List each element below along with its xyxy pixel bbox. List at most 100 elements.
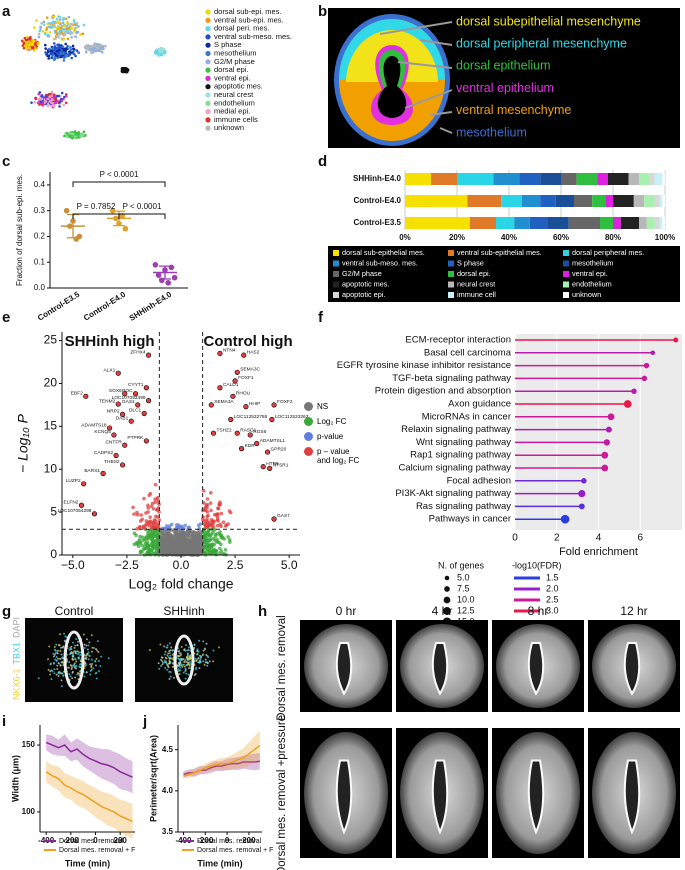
micrograph-lumen xyxy=(623,642,641,696)
micrograph-nucleus xyxy=(168,650,171,653)
diagram-label: mesothelium xyxy=(456,125,527,139)
legend-label: NS xyxy=(317,402,329,411)
gene-point xyxy=(143,385,149,391)
umap-cell xyxy=(56,43,59,47)
micrograph-lumen xyxy=(335,759,353,835)
volcano-point xyxy=(215,512,220,516)
micrograph-nucleus xyxy=(196,653,199,656)
gene-point xyxy=(264,449,271,455)
gene-label: LUZP2 xyxy=(66,478,81,484)
panel-letter: j xyxy=(142,713,147,730)
gene-point xyxy=(217,385,223,391)
volcano-point xyxy=(209,508,213,513)
micrograph-nucleus xyxy=(185,660,188,663)
umap-cell xyxy=(40,21,43,25)
micrograph-nucleus xyxy=(79,660,82,663)
micrograph-nucleus xyxy=(70,668,73,671)
right-title: Control high xyxy=(203,333,292,350)
micrograph-nucleus xyxy=(94,664,97,667)
volcano-point xyxy=(183,546,188,551)
volcano-point xyxy=(148,515,152,519)
micrograph-nucleus xyxy=(184,669,187,672)
umap-cell xyxy=(26,43,29,47)
umap-cell xyxy=(75,49,79,52)
micrograph-nucleus xyxy=(199,660,202,663)
micrograph-nucleus xyxy=(164,667,167,670)
umap-cell xyxy=(34,96,38,100)
umap-cell xyxy=(33,100,37,104)
umap-cell xyxy=(42,20,46,24)
volcano-point xyxy=(145,550,149,555)
category-label: Rap1 signaling pathway xyxy=(410,450,511,461)
micrograph-nucleus xyxy=(47,658,50,661)
x-tick-label: 40% xyxy=(501,233,517,242)
umap-cell xyxy=(81,133,85,137)
gene-point xyxy=(234,430,240,436)
gene-point xyxy=(128,418,134,424)
legend-label: mesothelium xyxy=(572,258,613,267)
umap-cell xyxy=(57,33,61,36)
legend-label: ventral epi. xyxy=(572,269,608,278)
volcano-point xyxy=(217,503,222,507)
volcano-point xyxy=(205,548,209,553)
umap-cell xyxy=(46,104,50,108)
lollipop-head xyxy=(560,514,570,524)
micrograph-nucleus xyxy=(184,644,187,647)
series-line xyxy=(183,744,261,777)
umap-cell xyxy=(90,51,93,54)
bar-segment xyxy=(659,217,663,229)
umap-cell xyxy=(41,29,45,33)
umap-cell xyxy=(62,97,65,101)
umap-cell xyxy=(41,100,45,104)
micrograph-nucleus xyxy=(75,637,78,640)
micrograph-nucleus xyxy=(172,649,175,652)
micrograph-nucleus xyxy=(57,675,60,678)
gene-point xyxy=(91,511,98,517)
gene-label: GAS7 xyxy=(277,513,290,519)
legend-swatch xyxy=(205,9,211,15)
category-label: Axon guidance xyxy=(448,399,511,410)
category-label: MicroRNAs in cancer xyxy=(422,411,511,422)
micrograph-nucleus xyxy=(182,657,185,660)
micrograph-nucleus xyxy=(204,661,207,664)
volcano-point xyxy=(146,535,151,539)
umap-cell xyxy=(49,101,53,104)
umap-cell xyxy=(51,54,54,58)
error-band xyxy=(183,730,260,779)
volcano-point xyxy=(150,536,155,540)
micrograph-nucleus xyxy=(189,656,192,659)
gene-point xyxy=(217,350,223,357)
category-label: Protein digestion and absorption xyxy=(375,386,511,397)
micrograph-nucleus xyxy=(90,668,93,671)
micrograph-nucleus xyxy=(85,671,88,674)
legend-label: G2/M phase xyxy=(214,57,255,66)
micrograph-nucleus xyxy=(167,652,170,655)
micrograph-nucleus xyxy=(61,657,64,660)
umap-cell xyxy=(53,96,56,100)
umap-cell xyxy=(65,24,69,28)
category-label: Pathways in cancer xyxy=(429,514,511,525)
category-label: ECM-receptor interaction xyxy=(405,335,511,346)
volcano-legend: NS Log₂ FC p-value p – value and log₂ FC xyxy=(304,402,362,471)
umap-cell xyxy=(93,48,96,52)
micrograph-nucleus xyxy=(88,641,91,644)
volcano-point xyxy=(169,548,173,552)
gene-point xyxy=(100,470,106,477)
micrograph-nucleus xyxy=(189,654,192,657)
volcano-point xyxy=(215,523,220,528)
gene-label: DAB1 xyxy=(116,415,129,421)
umap-cell xyxy=(22,46,26,50)
umap-cell xyxy=(32,26,36,29)
micrograph-lumen xyxy=(527,759,545,835)
umap-cell xyxy=(69,45,72,49)
umap-cell xyxy=(25,35,29,39)
gene-label: HHIP xyxy=(249,401,260,407)
umap-cell xyxy=(51,101,55,105)
umap-cell xyxy=(70,56,73,60)
micrograph-nucleus xyxy=(185,664,188,667)
volcano-point xyxy=(217,540,221,545)
micrograph-nucleus xyxy=(198,667,201,670)
volcano-point xyxy=(175,545,180,549)
legend-swatch xyxy=(205,50,211,57)
legend-label: Dorsal mes. removal + F xyxy=(197,847,273,854)
